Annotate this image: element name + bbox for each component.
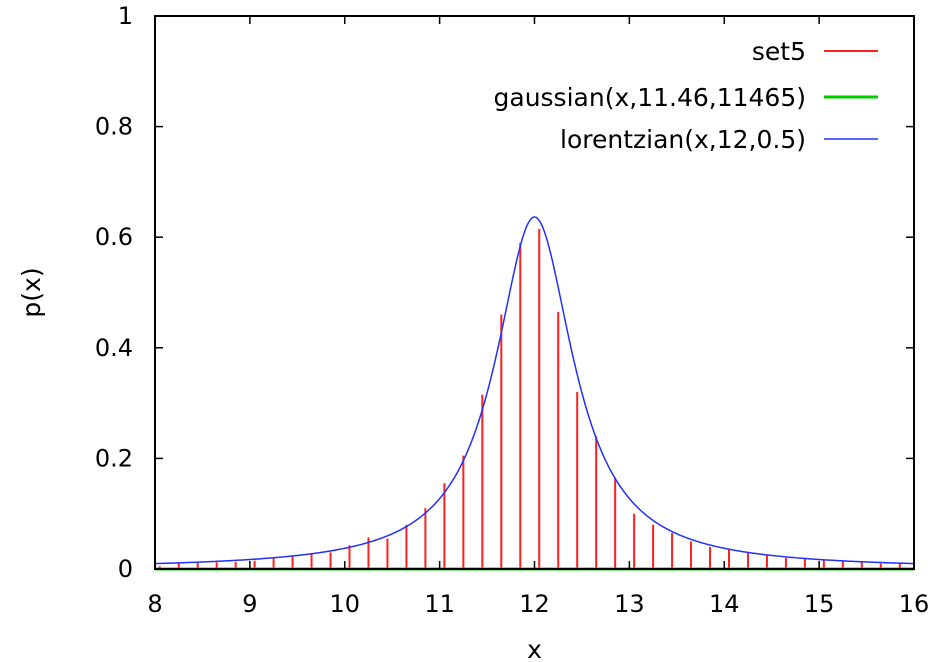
legend-label-gaussian: gaussian(x,11.46,11465) <box>494 83 807 112</box>
y-tick-label: 0.2 <box>95 444 133 472</box>
x-axis: 8 9 10 11 12 13 14 15 16 <box>147 16 929 618</box>
y-tick-label: 0.4 <box>95 334 133 362</box>
y-axis: 0 0.2 0.4 0.6 0.8 1 <box>95 2 914 583</box>
y-tick-label: 1 <box>118 2 133 30</box>
x-tick-label: 8 <box>147 590 162 618</box>
x-tick-label: 9 <box>242 590 257 618</box>
y-axis-title: p(x) <box>17 267 46 317</box>
x-tick-label: 12 <box>519 590 550 618</box>
legend: set5 gaussian(x,11.46,11465) lorentzian(… <box>494 37 878 154</box>
x-tick-label: 15 <box>804 590 835 618</box>
x-axis-title: x <box>527 635 542 662</box>
y-tick-label: 0.6 <box>95 223 133 251</box>
x-tick-label: 10 <box>329 590 360 618</box>
series-line-lorentzian <box>154 216 915 565</box>
legend-label-lorentzian: lorentzian(x,12,0.5) <box>560 125 806 154</box>
y-tick-label: 0.8 <box>95 113 133 141</box>
x-tick-label: 11 <box>424 590 455 618</box>
x-tick-label: 16 <box>899 590 930 618</box>
legend-label-set5: set5 <box>752 37 806 66</box>
y-tick-label: 0 <box>118 555 133 583</box>
x-tick-label: 14 <box>709 590 740 618</box>
x-tick-label: 13 <box>614 590 645 618</box>
set5-impulses <box>158 228 901 569</box>
